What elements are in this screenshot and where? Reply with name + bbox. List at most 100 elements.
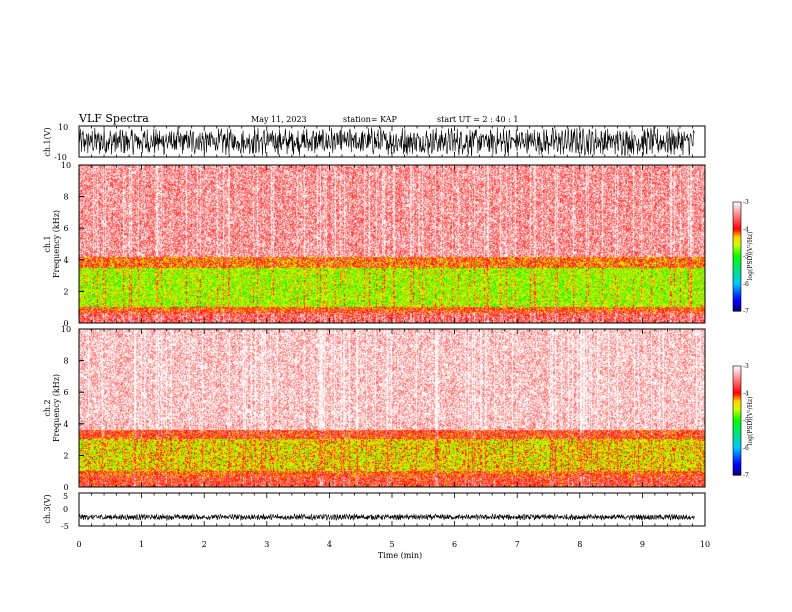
start-time-label: start UT = 2 : 40 : 1 (437, 115, 518, 124)
x-tick-label-0: 0 (76, 540, 81, 549)
cb2-swatch (733, 457, 741, 460)
cb1-swatch (733, 234, 741, 237)
ch1-freq-ticks: 0 2 4 6 8 10 (61, 161, 84, 328)
cb1-swatch (733, 294, 741, 297)
cb2-swatch (733, 430, 741, 432)
cb1-swatch (733, 266, 741, 268)
x-tick-label-9: 9 (640, 540, 645, 549)
cb2-swatch (733, 450, 741, 453)
date-label: May 11, 2023 (251, 115, 307, 124)
cb2-swatch (733, 435, 741, 438)
ch2-spectrogram-panel: 0 2 4 6 8 10 ch.2 Frequency (kHz) (43, 325, 706, 492)
cb2-swatch (733, 416, 741, 419)
cb2-swatch (733, 379, 741, 382)
cb1-swatch (733, 281, 741, 283)
ch1-waveform-trace (78, 126, 695, 157)
x-axis-label: Time (min) (378, 551, 422, 560)
cb1-swatch (733, 270, 741, 273)
cb1-swatch (733, 233, 741, 236)
cb1-swatch (733, 203, 741, 206)
cb1-swatch (733, 261, 741, 264)
cb2-swatch (733, 405, 741, 408)
cb1-swatch (733, 221, 741, 224)
cb2-swatch (733, 440, 741, 443)
cb1-swatch (733, 240, 741, 243)
cb1-swatch (733, 255, 741, 258)
cb2-tick-3: -6 (743, 445, 749, 452)
cb2-swatch (733, 386, 741, 389)
cb2-swatch (733, 374, 741, 377)
cb1-swatch (733, 238, 741, 241)
cb2-swatch (733, 417, 741, 420)
ch2-spectrogram-ylabel-freq: Frequency (kHz) (52, 374, 61, 442)
yt2-label-0: 0 (63, 483, 68, 492)
cb1-swatch (733, 225, 741, 228)
cb2-swatch (733, 409, 741, 412)
ch3-ytick-top: 5 (63, 492, 68, 501)
cb1-swatch (733, 230, 741, 233)
cb1-swatch (733, 216, 741, 219)
cb2-frame (732, 365, 742, 476)
x-axis-ticks: 0 1 2 3 4 5 6 7 8 9 10 (76, 126, 710, 549)
cb1-swatch (733, 259, 741, 262)
cb1-swatch (733, 275, 741, 278)
cb1-swatch (733, 305, 741, 308)
cb2-swatch (733, 438, 741, 441)
cb1-swatch (733, 274, 741, 277)
cb1-swatch (733, 226, 741, 229)
ch2-spectrogram-image (79, 329, 705, 487)
ch3-ytick-mid: 0 (63, 505, 68, 514)
cb2-swatch (733, 472, 741, 475)
cb2-swatch (733, 378, 741, 381)
cb1-swatch (733, 214, 741, 217)
station-label: station= KAP (343, 115, 398, 124)
cb1-swatch (733, 278, 741, 281)
cb2-swatch (733, 412, 741, 415)
cb1-swatch (733, 286, 741, 289)
cb2-swatch (733, 387, 741, 390)
cb2-swatch (733, 432, 741, 435)
ch1-colorbar-label: log(PSD)(V²/Hz) (747, 232, 754, 281)
cb1-swatch (733, 271, 741, 274)
cb2-swatch (733, 449, 741, 452)
cb1-swatch (733, 272, 741, 275)
cb1-swatch (733, 306, 741, 309)
cb2-swatch (733, 439, 741, 442)
ch1-spectrogram-panel: 0 2 4 6 8 10 ch.1 Frequency (kHz) (43, 161, 706, 328)
cb2-swatch (733, 458, 741, 461)
cb1-swatch (733, 219, 741, 222)
cb2-swatch (733, 372, 741, 375)
cb2-swatch (733, 443, 741, 446)
ch3-ytick-bottom: -5 (61, 522, 69, 531)
cb1-swatch (733, 309, 741, 312)
x-tick-label-4: 4 (327, 540, 332, 549)
cb1-swatch (733, 287, 741, 290)
cb2-swatch (733, 473, 741, 476)
cb1-swatch (733, 308, 741, 311)
cb2-swatch (733, 469, 741, 472)
cb2-swatch (733, 380, 741, 383)
cb1-swatch (733, 301, 741, 304)
yt2-label-4: 8 (63, 357, 68, 366)
wave3-line (78, 513, 695, 522)
cb2-swatch (733, 447, 741, 450)
cb2-swatch (733, 464, 741, 467)
cb1-swatch (733, 204, 741, 207)
cb1-swatch (733, 236, 741, 239)
cb2-swatch (733, 375, 741, 378)
cb1-swatch (733, 202, 741, 204)
yt1-label-3: 6 (63, 224, 68, 233)
yt1-label-5: 10 (61, 161, 71, 170)
cb2-swatch (733, 470, 741, 473)
cb1-swatch (733, 246, 741, 249)
cb1-swatch (733, 206, 741, 209)
cb2-swatch (733, 455, 741, 458)
cb1-swatch (733, 296, 741, 298)
cb2-swatch (733, 451, 741, 454)
cb2-swatch (733, 431, 741, 434)
cb2-swatch (733, 371, 741, 374)
cb2-swatch (733, 408, 741, 411)
cb2-swatch (733, 368, 741, 371)
cb2-swatch (733, 460, 741, 462)
